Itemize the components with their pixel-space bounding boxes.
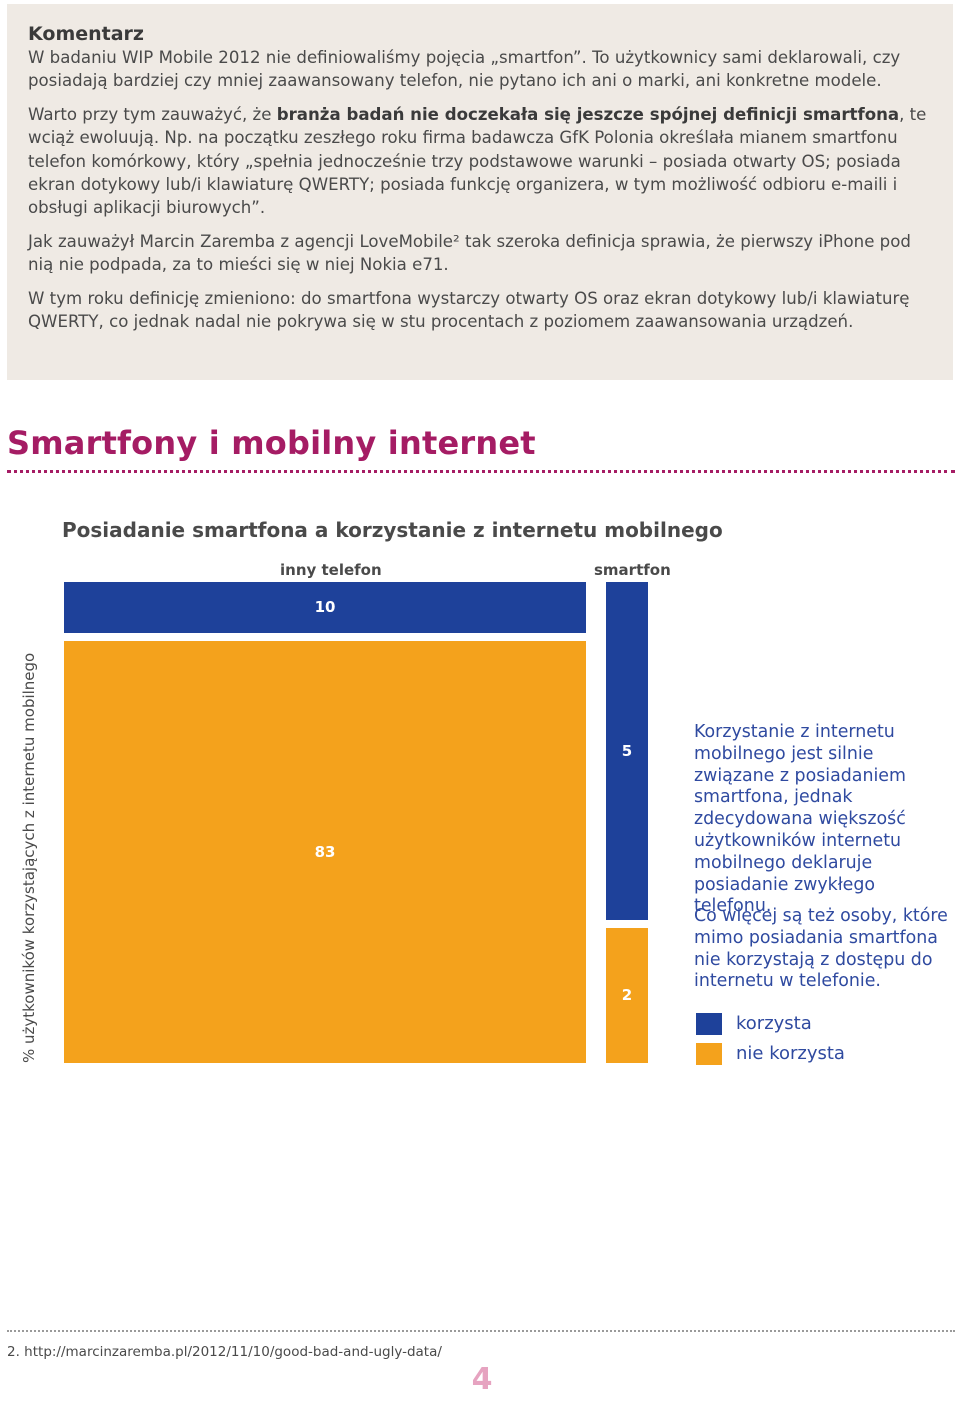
comment-p2-pre: Warto przy tym zauważyć, że bbox=[28, 104, 277, 124]
data-label-inny-telefon-korzysta: 10 bbox=[314, 598, 336, 617]
data-label-smartfon-korzysta: 5 bbox=[621, 741, 633, 760]
comment-title: Komentarz bbox=[28, 23, 144, 45]
legend-label-korzysta: korzysta bbox=[736, 1013, 812, 1034]
comment-p2-bold: branża badań nie doczekała się jeszcze s… bbox=[276, 104, 900, 124]
data-label-inny-telefon-nie-korzysta: 83 bbox=[314, 842, 336, 861]
section-title: Smartfony i mobilny internet bbox=[7, 424, 536, 462]
legend-label-nie-korzysta: nie korzysta bbox=[736, 1043, 845, 1064]
bar-smartfon-nie-korzysta bbox=[606, 927, 648, 1063]
comment-box: Komentarz W badaniu WIP Mobile 2012 nie … bbox=[7, 4, 953, 380]
section-divider bbox=[7, 470, 955, 473]
data-label-smartfon-nie-korzysta: 2 bbox=[621, 986, 633, 1005]
comment-paragraph-2: Warto przy tym zauważyć, że branża badań… bbox=[28, 103, 933, 220]
comment-paragraph-1: W badaniu WIP Mobile 2012 nie definiowal… bbox=[28, 48, 901, 91]
footnote-divider bbox=[7, 1330, 955, 1332]
category-label-inny-telefon: inny telefon bbox=[280, 561, 382, 579]
side-text-paragraph-1: Korzystanie z internetu mobilnego jest s… bbox=[694, 722, 906, 917]
bar-inny-telefon-nie-korzysta bbox=[64, 640, 586, 1063]
legend-swatch-korzysta bbox=[696, 1013, 722, 1035]
comment-paragraph-4: W tym roku definicję zmieniono: do smart… bbox=[28, 288, 910, 332]
category-label-smartfon: smartfon bbox=[594, 561, 671, 579]
legend-swatch-nie-korzysta bbox=[696, 1043, 722, 1065]
bar-smartfon-korzysta bbox=[606, 582, 648, 920]
side-text-paragraph-2: Co więcej są też osoby, które mimo posia… bbox=[694, 906, 948, 992]
footnote: 2. http://marcinzaremba.pl/2012/11/10/go… bbox=[7, 1344, 442, 1360]
y-axis-label: % użytkowników korzystających z internet… bbox=[20, 652, 38, 1063]
bar-inny-telefon-korzysta bbox=[64, 582, 586, 633]
comment-paragraph-3: Jak zauważył Marcin Zaremba z agencji Lo… bbox=[28, 231, 911, 275]
page-number: 4 bbox=[471, 1362, 493, 1397]
comment-p2-post: , te wciąż ewoluują. Np. na początku zes… bbox=[28, 104, 927, 218]
chart-title: Posiadanie smartfona a korzystanie z int… bbox=[62, 518, 723, 542]
